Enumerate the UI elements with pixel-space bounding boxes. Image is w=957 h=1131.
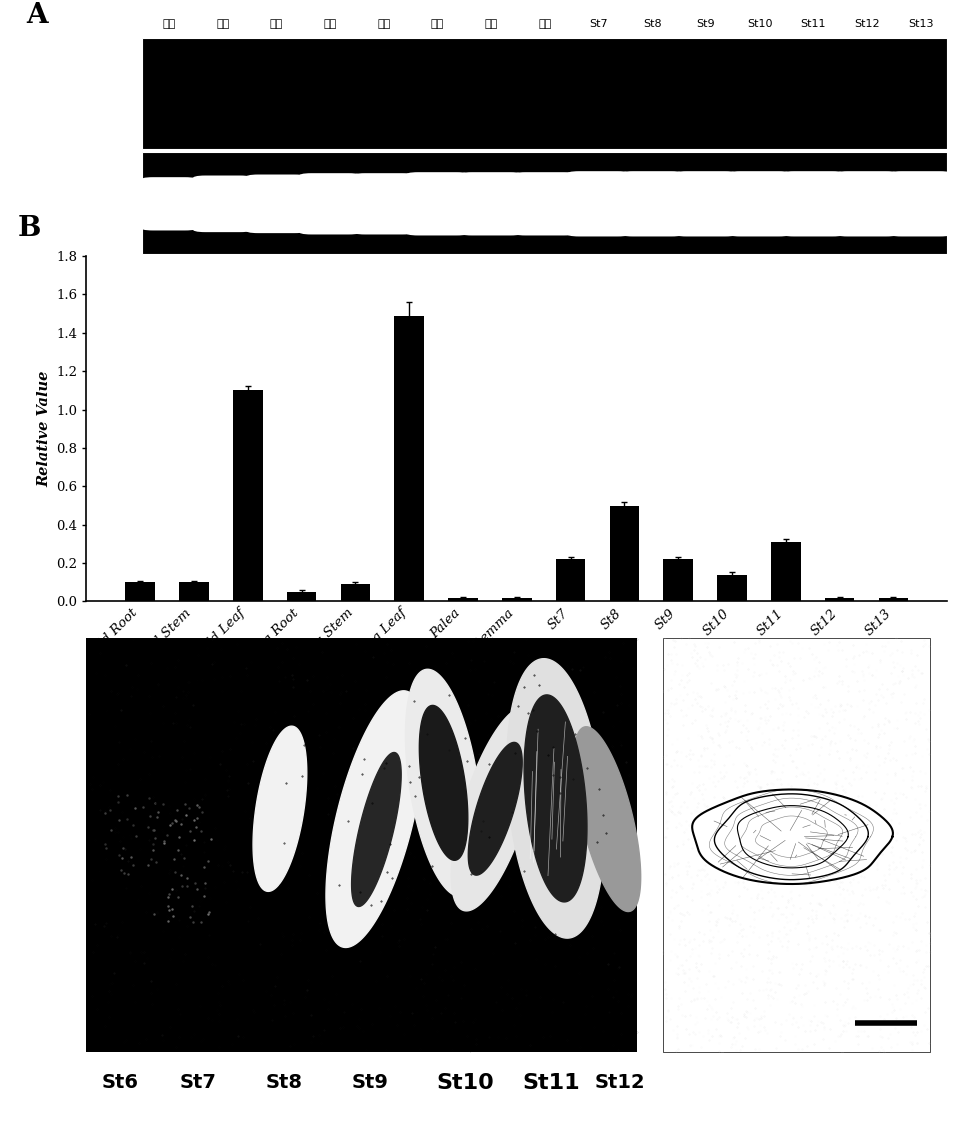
Text: St11: St11 bbox=[523, 1073, 580, 1093]
Polygon shape bbox=[574, 727, 640, 912]
Bar bbox=[341, 585, 370, 602]
FancyBboxPatch shape bbox=[727, 171, 791, 236]
FancyBboxPatch shape bbox=[674, 171, 738, 236]
FancyBboxPatch shape bbox=[352, 173, 415, 234]
Bar bbox=[663, 638, 930, 1052]
Text: St7: St7 bbox=[180, 1073, 216, 1093]
Bar bbox=[125, 582, 155, 602]
Text: St10: St10 bbox=[746, 19, 772, 29]
Bar bbox=[233, 390, 262, 602]
Polygon shape bbox=[260, 760, 300, 878]
Text: St12: St12 bbox=[595, 1073, 645, 1093]
Text: 内穃: 内穃 bbox=[538, 19, 551, 29]
Text: 幼叶: 幼叶 bbox=[431, 19, 444, 29]
Bar bbox=[287, 592, 317, 602]
Text: 幼茎: 幼茎 bbox=[377, 19, 390, 29]
Polygon shape bbox=[406, 670, 481, 897]
Polygon shape bbox=[506, 658, 605, 938]
Bar bbox=[663, 559, 693, 602]
Text: 老叶: 老叶 bbox=[270, 19, 283, 29]
Bar bbox=[556, 559, 586, 602]
Text: St8: St8 bbox=[643, 19, 661, 29]
Bar bbox=[142, 38, 947, 149]
FancyBboxPatch shape bbox=[458, 172, 523, 235]
Polygon shape bbox=[265, 776, 295, 863]
Text: 外穃: 外穃 bbox=[484, 19, 498, 29]
FancyBboxPatch shape bbox=[513, 172, 577, 235]
Bar bbox=[86, 638, 637, 1052]
Bar bbox=[448, 597, 478, 602]
Polygon shape bbox=[253, 726, 307, 891]
Polygon shape bbox=[524, 694, 587, 901]
FancyBboxPatch shape bbox=[781, 171, 845, 236]
FancyBboxPatch shape bbox=[888, 171, 953, 236]
FancyBboxPatch shape bbox=[835, 171, 900, 236]
Polygon shape bbox=[261, 765, 299, 874]
Polygon shape bbox=[452, 707, 539, 910]
Polygon shape bbox=[419, 706, 468, 861]
Bar bbox=[771, 542, 801, 602]
Polygon shape bbox=[262, 768, 298, 870]
Bar bbox=[879, 597, 908, 602]
Text: 幼根: 幼根 bbox=[323, 19, 337, 29]
Text: St13: St13 bbox=[908, 19, 933, 29]
Bar bbox=[717, 575, 746, 602]
Text: St10: St10 bbox=[436, 1073, 494, 1093]
FancyBboxPatch shape bbox=[405, 172, 470, 235]
Text: St8: St8 bbox=[266, 1073, 302, 1093]
Bar bbox=[610, 506, 639, 602]
FancyBboxPatch shape bbox=[245, 174, 307, 233]
Bar bbox=[394, 316, 424, 602]
FancyBboxPatch shape bbox=[192, 175, 253, 232]
Text: St7: St7 bbox=[590, 19, 608, 29]
Polygon shape bbox=[264, 771, 296, 866]
Text: St6: St6 bbox=[102, 1073, 139, 1093]
Y-axis label: Relative Value: Relative Value bbox=[38, 371, 52, 487]
Text: St9: St9 bbox=[352, 1073, 389, 1093]
Bar bbox=[179, 582, 209, 602]
Polygon shape bbox=[351, 752, 401, 906]
Bar bbox=[502, 597, 531, 602]
Text: ACTIN: ACTIN bbox=[89, 200, 135, 214]
FancyBboxPatch shape bbox=[567, 171, 631, 236]
Text: 老根: 老根 bbox=[163, 19, 175, 29]
Text: 老茎: 老茎 bbox=[216, 19, 230, 29]
Text: B: B bbox=[17, 215, 40, 242]
Polygon shape bbox=[692, 789, 893, 884]
Polygon shape bbox=[326, 691, 423, 948]
Text: St9: St9 bbox=[697, 19, 715, 29]
Bar bbox=[142, 152, 947, 253]
Text: DPW2: DPW2 bbox=[89, 85, 132, 98]
Text: St11: St11 bbox=[800, 19, 826, 29]
Bar bbox=[825, 597, 855, 602]
Text: St12: St12 bbox=[854, 19, 879, 29]
FancyBboxPatch shape bbox=[299, 173, 362, 234]
Polygon shape bbox=[468, 742, 523, 875]
FancyBboxPatch shape bbox=[140, 178, 198, 231]
FancyBboxPatch shape bbox=[620, 171, 684, 236]
Text: A: A bbox=[26, 2, 48, 29]
